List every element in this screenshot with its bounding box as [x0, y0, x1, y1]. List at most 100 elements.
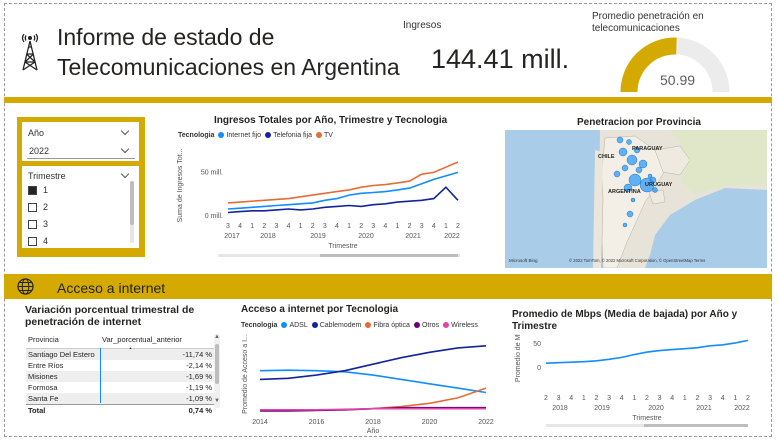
legend-item[interactable]: ADSL: [289, 322, 308, 329]
x-tick-label: 2: [544, 395, 548, 402]
x-axis-title: Trimestre: [632, 415, 661, 422]
map-attribution-bing: Microsoft Bing: [509, 258, 538, 263]
x-tick-label: 4: [238, 223, 242, 230]
x-tick-label: 1: [250, 223, 254, 230]
table-header-provincia[interactable]: Provincia: [28, 335, 59, 344]
province-bubble[interactable]: [623, 183, 633, 193]
quarter-slicer-label: Trimestre: [28, 171, 66, 181]
series-line-2[interactable]: [260, 387, 487, 411]
province-bubble[interactable]: [638, 159, 648, 169]
table-cell-var: -1,09 %: [186, 394, 212, 403]
map-label-argentina: ARGENTINA: [608, 189, 641, 195]
x-tick-label: 3: [607, 395, 611, 402]
series-line-1[interactable]: [259, 345, 487, 381]
province-bubble[interactable]: [628, 173, 642, 187]
province-bubble[interactable]: [618, 147, 628, 157]
quarter-checkbox-2[interactable]: [28, 203, 37, 212]
chevron-down-icon[interactable]: [120, 169, 130, 179]
quarter-checkbox-1[interactable]: [28, 186, 37, 195]
year-dropdown[interactable]: 2022: [27, 144, 135, 159]
table-bar-axis: [100, 348, 101, 403]
series-line-0[interactable]: [545, 339, 749, 364]
province-bubble[interactable]: [613, 170, 621, 178]
province-bubble[interactable]: [652, 187, 658, 193]
revenue-line-chart: 3 4 1 2 3 4 1 2 3 4 1 2 3 4 1 2 3 4 1 2 2017 2018 2019 2020 2021…: [177, 149, 460, 257]
series-line-1[interactable]: [227, 186, 459, 214]
table-row[interactable]: Santiago Del Estero -11,74 %: [26, 349, 220, 360]
quarter-checkbox-3[interactable]: [28, 220, 37, 229]
table-row[interactable]: Formosa -1,19 %: [26, 382, 220, 393]
table-total-value: 0,74 %: [188, 406, 212, 415]
revenue-chart-legend: Tecnologia Internet fijo Telefonia fija TV: [178, 132, 333, 139]
antenna-tower-icon: [21, 33, 39, 71]
variation-table: Provincia Var_porcentual_anterior ▲ Sant…: [26, 334, 220, 416]
province-bubble[interactable]: [630, 197, 636, 203]
table-cell-var: -1,69 %: [186, 372, 212, 381]
x-scrollbar-thumb[interactable]: [320, 254, 458, 257]
legend-marker: [218, 132, 225, 139]
legend-item[interactable]: Cablemodem: [319, 322, 362, 329]
province-bubble[interactable]: [635, 166, 643, 174]
table-scrollbar[interactable]: ▲ ▼: [214, 334, 220, 408]
x-tick-label: 2: [456, 223, 460, 230]
table-row[interactable]: Entre Ríos -2,14 %: [26, 360, 220, 371]
x-tick-label: 2014: [252, 419, 268, 426]
access-line-chart: 2014 2016 2018 2020 2022 Año Promedio de Acces…: [242, 334, 494, 435]
legend-item[interactable]: Internet fijo: [226, 132, 262, 139]
x-year-label: 2017: [224, 233, 240, 240]
series-line-2[interactable]: [227, 161, 459, 204]
quarter-checkbox-4[interactable]: [28, 237, 37, 246]
year-slicer[interactable]: Año 2022: [22, 122, 139, 161]
map-title: Penetracion por Provincia: [577, 117, 701, 128]
chevron-down-icon[interactable]: [120, 126, 130, 136]
legend-item[interactable]: Telefonia fija: [273, 132, 312, 139]
y-tick-label: 0: [537, 365, 541, 372]
table-header-var[interactable]: Var_porcentual_anterior: [102, 335, 182, 344]
series-line-0[interactable]: [259, 369, 487, 394]
quarter-slicer: Trimestre 1 2 3 4: [22, 166, 139, 248]
mbps-chart-title: Promedio de Mbps (Media de bajada) por A…: [512, 309, 738, 332]
legend-item[interactable]: Wireless: [451, 322, 478, 329]
quarter-scrollbar[interactable]: [130, 181, 134, 243]
table-row[interactable]: Santa Fe -1,09 %: [26, 393, 220, 404]
penetration-gauge: [620, 37, 730, 93]
y-tick-label: 50: [533, 341, 541, 348]
province-bubble[interactable]: [647, 173, 653, 179]
province-bubble[interactable]: [626, 139, 632, 145]
scroll-up-icon[interactable]: ▲: [214, 334, 220, 340]
x-tick-label: 3: [420, 223, 424, 230]
map-label-paraguay: PARAGUAY: [632, 146, 663, 152]
year-slicer-label: Año: [28, 128, 45, 138]
legend-marker: [281, 322, 288, 329]
province-bubble[interactable]: [626, 210, 634, 218]
x-tick-label: 4: [569, 395, 573, 402]
table-cell-var: -11,74 %: [182, 350, 212, 359]
scroll-down-icon[interactable]: ▼: [214, 398, 220, 404]
province-bubble[interactable]: [626, 154, 638, 166]
legend-item[interactable]: TV: [324, 132, 333, 139]
legend-item[interactable]: Fibra óptica: [373, 322, 410, 329]
province-bubble[interactable]: [649, 176, 657, 184]
page-title: Informe de estado de Telecomunicaciones …: [57, 24, 400, 80]
map-attribution[interactable]: © 2022 TomTom, © 2022 Microsoft Corporat…: [569, 258, 705, 263]
table-row[interactable]: Misiones -1,69 %: [26, 371, 220, 382]
series-line-4[interactable]: [260, 407, 486, 411]
series-line-0[interactable]: [227, 171, 459, 210]
x-axis-title: Año: [367, 428, 380, 435]
map-bubbles: [613, 136, 658, 228]
x-year-label: 2020: [648, 405, 664, 412]
province-bubble-map[interactable]: PARAGUAY CHILE URUGUAY ARGENTINA Microso…: [505, 130, 767, 268]
table-title: Variación porcentual trimestral de penet…: [25, 304, 195, 328]
province-bubble[interactable]: [616, 136, 624, 144]
x-tick-label: 3: [371, 223, 375, 230]
table-cell-var: -1,19 %: [186, 383, 212, 392]
x-tick-label: 4: [432, 223, 436, 230]
x-scrollbar-thumb[interactable]: [644, 424, 748, 427]
province-bubble[interactable]: [621, 164, 629, 172]
x-year-label: 2021: [696, 405, 712, 412]
legend-item[interactable]: Otros: [421, 322, 440, 329]
province-bubble[interactable]: [622, 222, 628, 228]
legend-marker: [316, 132, 322, 139]
x-tick-label: 3: [708, 395, 712, 402]
province-bubble[interactable]: [633, 146, 641, 154]
